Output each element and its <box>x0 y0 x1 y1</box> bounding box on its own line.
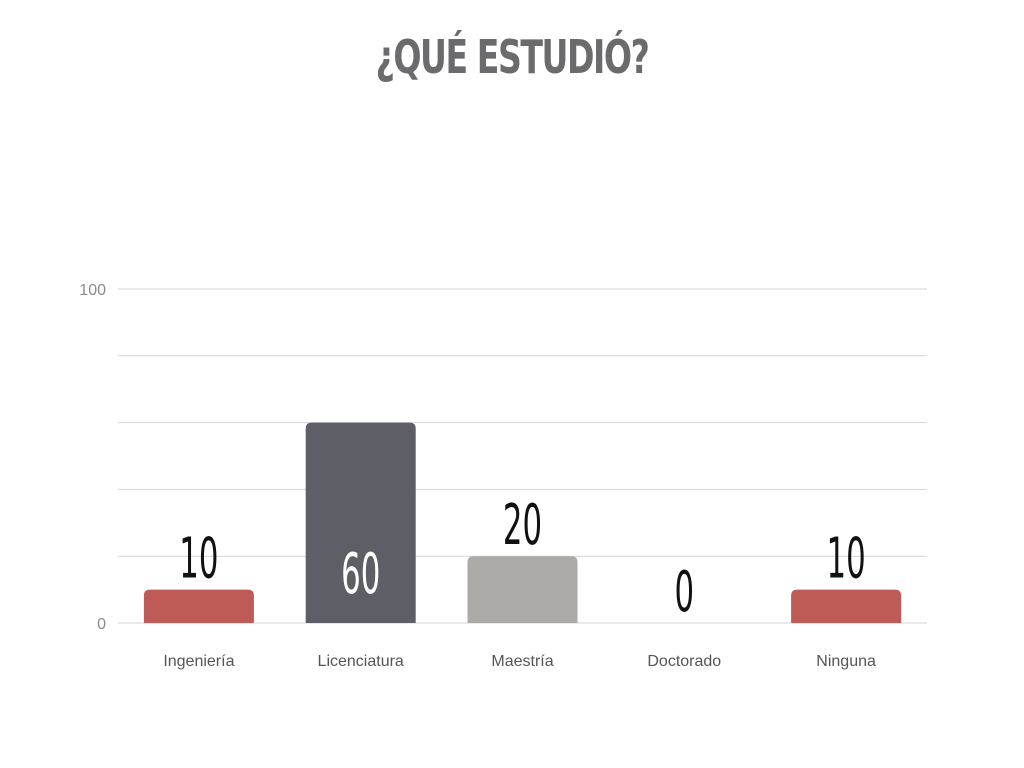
category-label: Ingeniería <box>163 653 234 670</box>
data-label: 20 <box>503 492 542 558</box>
bar-ninguna <box>791 589 902 623</box>
category-label: Licenciatura <box>318 653 404 670</box>
y-tick-label: 100 <box>79 282 106 299</box>
chart-title: ¿QUÉ ESTUDIÓ? <box>375 30 650 84</box>
y-tick-label: 0 <box>97 616 106 633</box>
data-label: 10 <box>827 526 866 592</box>
data-label: 60 <box>341 541 380 607</box>
bar-ingeniería <box>143 589 254 623</box>
data-label: 10 <box>179 526 218 592</box>
bar-maestría <box>467 556 578 623</box>
category-label: Ninguna <box>816 653 876 670</box>
bar-licenciatura <box>305 422 416 623</box>
category-label: Doctorado <box>647 653 721 670</box>
data-label: 0 <box>675 559 695 625</box>
category-label: Maestría <box>491 653 553 670</box>
